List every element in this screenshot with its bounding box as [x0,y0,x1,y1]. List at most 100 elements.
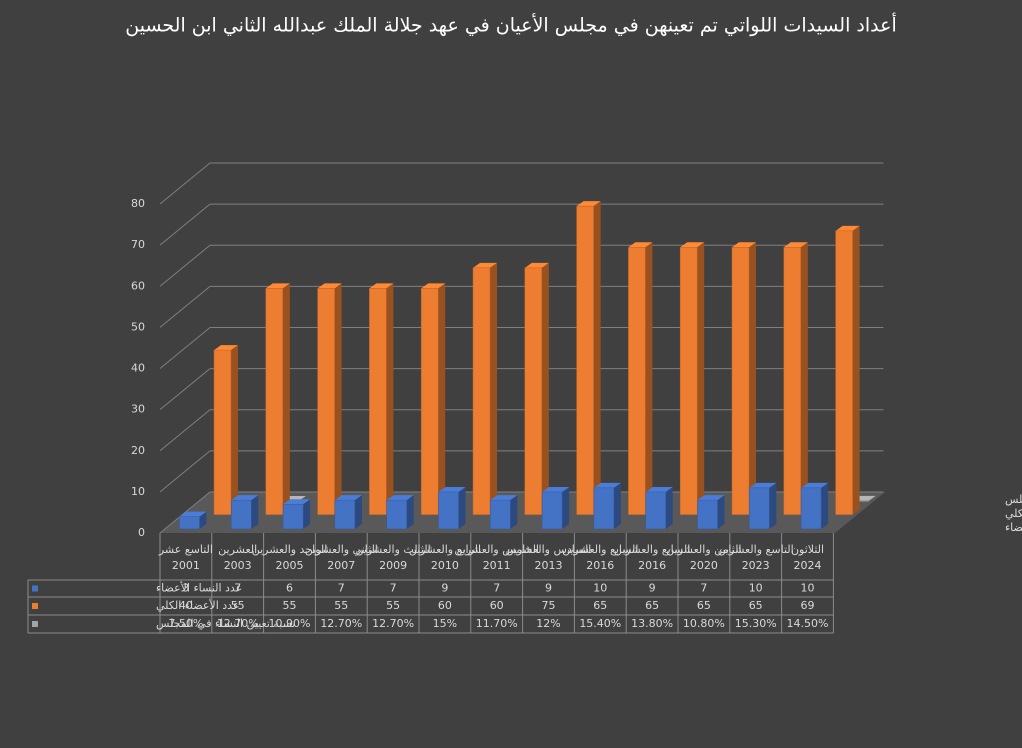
bar-front [731,247,750,515]
bar [334,495,362,530]
x-tick-label: التاسع عشر [158,543,213,556]
bar-top [334,495,362,501]
bar-front [420,288,439,515]
bar-top [593,482,621,488]
x-tick-label: 2013 [535,559,563,572]
bar [800,482,829,530]
bar [265,283,290,515]
bar [783,242,808,515]
table-cell: 40 [179,599,193,612]
y-tick-label: 0 [138,526,145,539]
x-tick-label: الثامن والعشرين [666,543,741,556]
grid-line [159,450,884,493]
x-tick-label: 2007 [327,559,355,572]
bar-side [717,495,725,529]
bar-side [852,225,860,515]
bar [524,262,549,515]
bar-front [576,205,594,515]
x-tick-label: الثلاثون [791,543,824,556]
y-tick-label: 80 [131,197,145,210]
table-cell: 15.40% [579,617,621,630]
bar-top [749,482,777,488]
x-tick-label: 2016 [638,559,666,572]
bar [179,511,207,530]
table-cell: 9 [441,582,448,595]
table-cell: 7 [234,582,241,595]
grid-line [159,203,884,246]
bar-front [213,349,232,515]
grid [159,162,884,534]
bar-front [524,267,543,515]
bar-side [541,262,549,515]
bar-top [835,225,860,231]
table-cell: 3 [182,582,189,595]
bar-side [868,495,876,502]
table-cell: 14.50% [787,617,829,630]
bar-side [665,486,673,529]
x-tick-label: الثالث والعشرين [356,543,431,556]
table-row-header: عدد الأعضاء الكلي [156,598,239,612]
table-cell: 10 [749,582,763,595]
x-tick-label: التاسع والعشرين [718,543,794,556]
bar-front [179,516,200,530]
bar-top [524,262,549,268]
table-cell: 65 [645,599,659,612]
bar-top [231,495,259,501]
x-tick-label: السابع والعشرين [562,543,638,556]
bar [541,486,570,530]
bar-front [282,504,304,530]
table-cell: 6 [286,582,293,595]
bar [386,495,414,530]
bar-front [438,491,459,530]
bar-front [783,247,802,515]
grid-line [159,409,884,452]
table-cell: 12.70% [320,617,362,630]
bar-side [593,201,601,515]
bar [697,495,725,530]
table-cell: 75 [542,599,556,612]
bar-front [541,491,563,530]
x-tick-label: العشرين [218,543,257,556]
bar-top [214,345,238,351]
bar-front [835,230,853,515]
table-cell: 15% [433,617,457,630]
table-cell: 65 [749,599,763,612]
bar-front [472,267,491,515]
bar-top [386,495,414,501]
bar-side [199,511,207,529]
bar-front [645,491,666,530]
x-tick-label: 2024 [794,559,822,572]
table-cell: 12.70% [372,617,414,630]
x-tick-label: 2016 [586,559,614,572]
legend-key [32,585,38,592]
bar-front [231,499,252,530]
table-cell: 10.90% [269,617,311,630]
bar-side [231,345,238,515]
table-cell: 55 [231,599,245,612]
table-cell: 60 [438,599,452,612]
bar-top [628,242,653,248]
bar-side [282,283,290,515]
bar-top [179,511,207,517]
table-cell: 12% [536,617,560,630]
bar [420,283,446,515]
bar [628,242,653,515]
y-tick-label: 10 [131,485,145,498]
x-tick-label: 2011 [483,559,511,572]
bar [731,242,756,515]
grid-line [159,327,884,369]
bar-top [317,283,342,289]
x-tick-label: الواحد والعشرين [252,543,328,556]
bar-top [783,242,808,248]
table-cell: 13.80% [631,617,673,630]
bar-front [628,247,646,515]
bar-front [800,487,822,530]
table-cell: 15.30% [735,617,777,630]
bar-top [473,262,497,268]
legend-key [32,603,38,609]
table-cell: 10.80% [683,617,725,630]
bar-side [510,495,518,529]
grid-line [159,162,884,205]
table-cell: 69 [801,599,815,612]
